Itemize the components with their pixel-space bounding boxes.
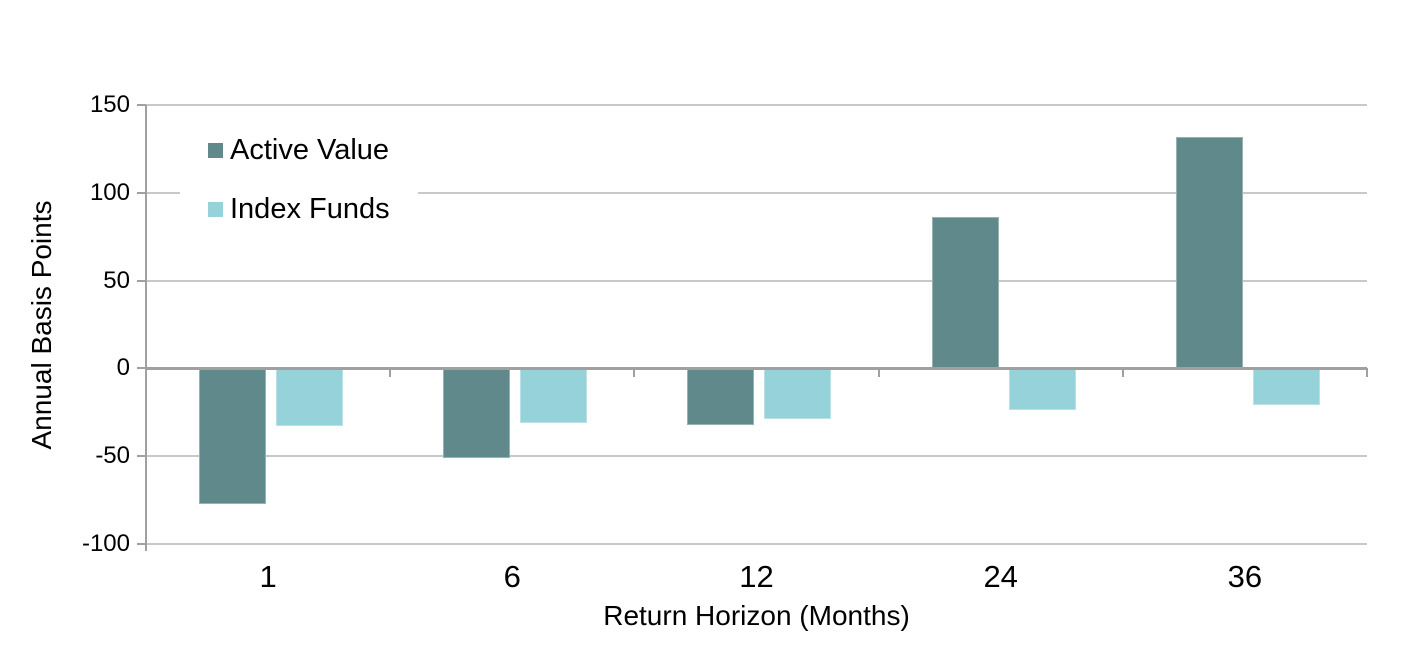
y-axis-tick: [137, 455, 146, 458]
x-axis-title: Return Horizon (Months): [603, 600, 910, 631]
gridline: [146, 279, 1367, 282]
legend: Active Value Index Funds: [180, 116, 418, 243]
bar-index-funds-1: [276, 368, 343, 427]
bar-active-value-24: [932, 217, 999, 369]
x-axis-tick: [389, 368, 391, 378]
legend-swatch-icon: [208, 142, 223, 158]
y-tick-label: 0: [116, 354, 130, 382]
bar-index-funds-6: [520, 368, 587, 423]
x-tick-label: 36: [1227, 559, 1263, 594]
bar-index-funds-12: [764, 368, 831, 420]
x-tick-label: 1: [259, 559, 277, 594]
legend-label: Index Funds: [230, 193, 390, 225]
y-axis-tick: [137, 543, 146, 545]
x-tick-label: 6: [503, 559, 521, 594]
y-tick-label: -50: [95, 442, 130, 470]
x-axis-tick: [633, 368, 635, 378]
gridline: [146, 543, 1367, 545]
x-axis-tick: [145, 368, 147, 378]
bar-index-funds-36: [1253, 368, 1320, 406]
gridline: [146, 191, 1367, 194]
x-axis-tick: [878, 368, 880, 378]
bar-active-value-36: [1176, 136, 1243, 369]
bar-active-value-12: [687, 368, 754, 425]
y-axis-tick: [137, 367, 146, 370]
bar-index-funds-24: [1009, 368, 1076, 411]
x-axis-tick: [1366, 368, 1368, 378]
gridline: [146, 455, 1367, 458]
legend-item-index-funds: Index Funds: [208, 194, 418, 224]
y-axis-tick: [137, 104, 146, 106]
zero-axis-line: [146, 366, 1367, 370]
y-axis-title: Annual Basis Points: [26, 200, 57, 450]
y-tick-label: 100: [89, 178, 130, 206]
legend-label: Active Value: [230, 134, 390, 166]
legend-swatch-icon: [208, 201, 223, 217]
bar-active-value-1: [199, 368, 266, 504]
x-tick-label: 12: [739, 559, 774, 594]
plot-area: [137, 104, 1368, 551]
bar-active-value-6: [443, 368, 510, 458]
y-tick-label: 150: [89, 91, 130, 118]
gridline: [146, 104, 1367, 106]
y-axis-tick: [137, 191, 146, 194]
x-tick-label: 24: [983, 559, 1018, 594]
y-axis-tick: [137, 279, 146, 282]
y-tick-label: -100: [81, 530, 130, 557]
x-axis-tick: [1122, 368, 1124, 378]
y-tick-label: 50: [103, 266, 130, 294]
legend-item-active-value: Active Value: [208, 135, 418, 165]
y-axis-line: [145, 105, 147, 551]
